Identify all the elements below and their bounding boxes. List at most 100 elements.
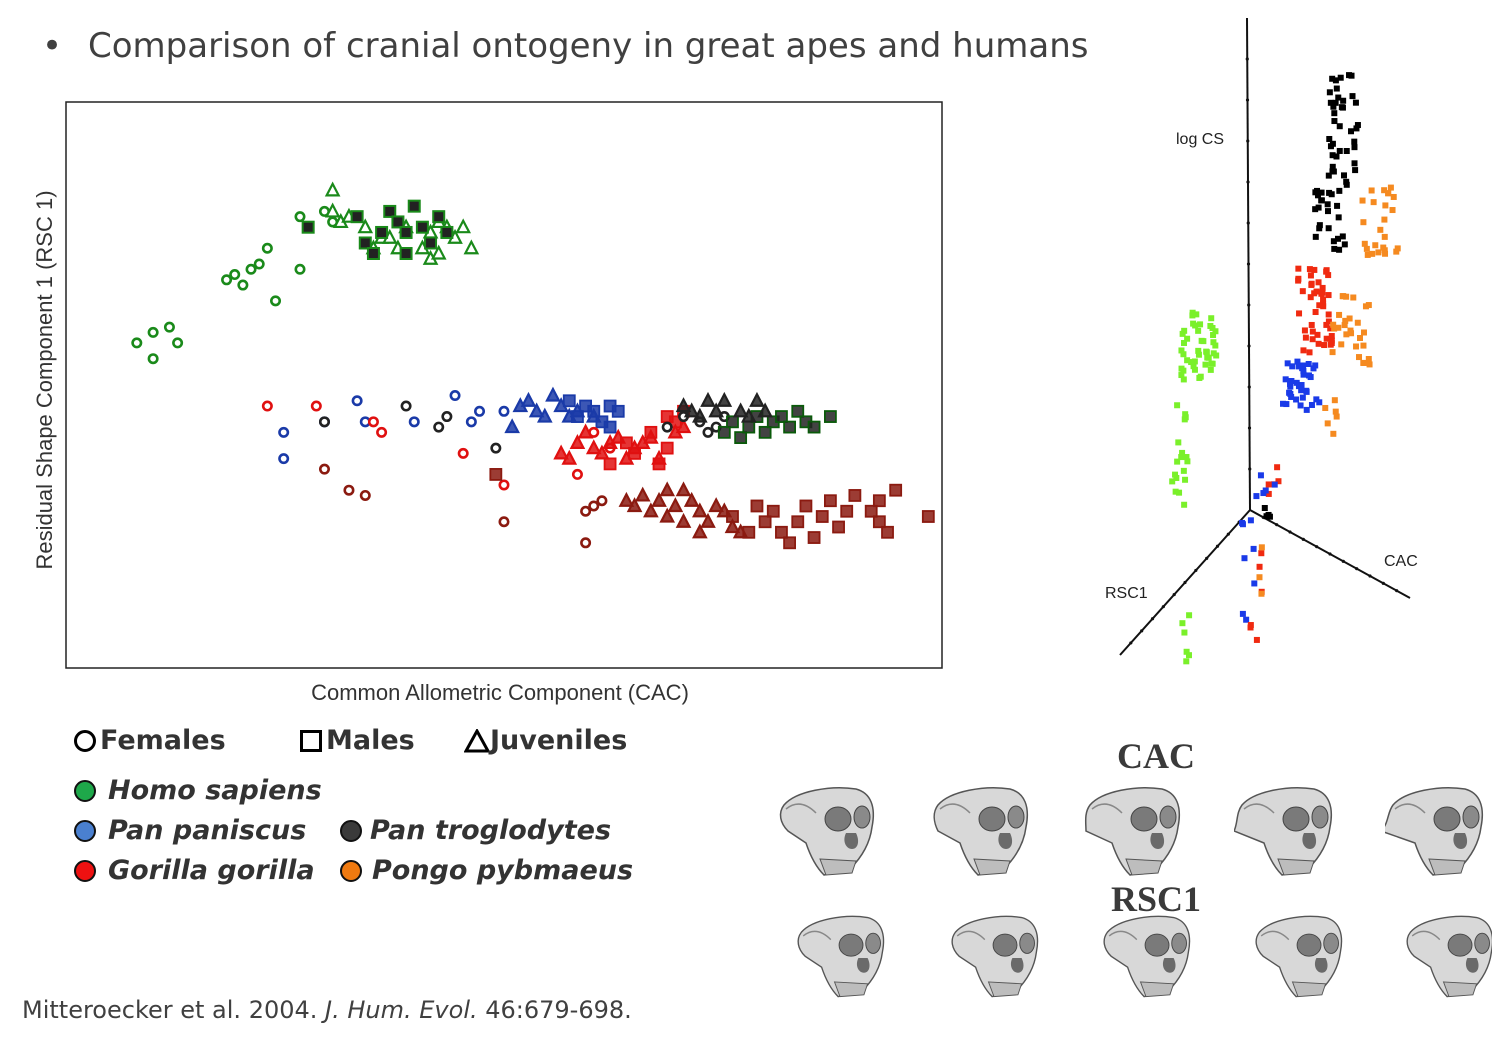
point-3d [1256, 574, 1263, 581]
point-female [449, 390, 461, 402]
point-juvenile [732, 402, 749, 418]
point-juvenile [643, 428, 659, 444]
point-juvenile [643, 502, 659, 518]
axis-label-cac: CAC [1384, 553, 1418, 570]
point-3d [1250, 545, 1257, 552]
point-3d [1339, 233, 1346, 240]
point-3d [1188, 359, 1195, 366]
point-male [921, 510, 935, 523]
point-female [359, 489, 371, 501]
point-3d [1243, 616, 1250, 623]
point-female [408, 416, 420, 428]
legend-pan-troglodytes-label: Pan troglodytes [370, 815, 612, 846]
point-3d [1319, 284, 1326, 291]
point-male [872, 515, 886, 529]
point-male [726, 415, 739, 429]
point-3d [1330, 168, 1337, 175]
point-3d [1293, 379, 1300, 386]
point-juvenile [651, 491, 667, 507]
point-female [294, 263, 306, 275]
point-3d [1316, 225, 1323, 232]
point-3d [1178, 454, 1185, 461]
axis-tick-3d [1368, 574, 1372, 578]
point-juvenile [716, 391, 733, 407]
axis-tick-3d [1246, 262, 1251, 266]
point-male [807, 420, 821, 434]
point-3d [1309, 336, 1316, 343]
citation: Mitteroecker et al. 2004. J. Hum. Evol. … [22, 996, 632, 1024]
axis-tick-3d [1183, 580, 1187, 585]
axis-tick-3d [1194, 568, 1198, 573]
axes-3d [1119, 17, 1411, 656]
point-female [596, 495, 608, 507]
legend-pan-paniscus: Pan paniscus [74, 815, 306, 846]
point-3d [1327, 341, 1334, 348]
point-juvenile [692, 523, 708, 539]
skull-render [1385, 787, 1484, 876]
point-3d [1365, 355, 1372, 362]
point-3d [1334, 202, 1341, 209]
point-3d [1332, 99, 1339, 106]
point-3d [1325, 225, 1332, 232]
point-female [351, 395, 363, 407]
point-juvenile [618, 449, 635, 465]
point-male [824, 494, 837, 508]
point-3d [1184, 357, 1191, 364]
point-3d [1340, 97, 1347, 104]
legend-males-label: Males [326, 725, 415, 756]
point-female [163, 321, 175, 333]
point-3d [1183, 454, 1190, 461]
slide-title-text: Comparison of cranial ontogeny in great … [88, 26, 1089, 66]
point-juvenile [708, 497, 724, 513]
point-3d [1212, 342, 1219, 349]
point-female [261, 400, 273, 412]
point-female [278, 453, 290, 465]
point-female [245, 263, 257, 275]
point-3d [1271, 481, 1278, 488]
point-3d [1306, 266, 1313, 273]
point-female [278, 426, 290, 438]
axis-tick-3d [1247, 344, 1251, 348]
point-3d [1337, 74, 1344, 81]
point-female [441, 411, 453, 423]
axis-label-rsc1: RSC1 [1105, 585, 1148, 602]
skull-render [1255, 915, 1343, 998]
point-male [717, 425, 731, 439]
square-icon [300, 729, 322, 752]
point-3d [1381, 216, 1388, 223]
axis-tick-3d [1246, 139, 1250, 143]
point-male [383, 204, 397, 218]
point-juvenile [716, 502, 733, 518]
point-3d [1183, 658, 1190, 665]
point-3d [1394, 245, 1401, 252]
point-male [407, 199, 421, 213]
skulls-cac-label: CAC [1117, 736, 1195, 776]
point-3d [1308, 401, 1315, 408]
point-3d [1251, 580, 1258, 587]
point-3d [1295, 265, 1302, 272]
point-female [253, 258, 265, 270]
point-3d [1202, 361, 1209, 368]
point-female [661, 421, 673, 433]
skull-render [1103, 915, 1191, 998]
point-3d [1296, 310, 1303, 317]
point-3d [1308, 321, 1315, 328]
point-3d [1307, 272, 1314, 279]
point-3d [1377, 226, 1384, 233]
point-3d [1343, 178, 1350, 185]
point-3d [1330, 430, 1337, 437]
point-3d [1176, 489, 1183, 496]
skull-render [797, 915, 885, 998]
gorilla-gorilla-dot-icon [74, 859, 96, 882]
point-juvenile [504, 418, 520, 434]
axis-label-logcs: log CS [1176, 131, 1224, 148]
citation-pages: 46:679-698. [477, 996, 632, 1024]
point-3d [1204, 354, 1211, 361]
point-female [237, 279, 249, 291]
point-male [415, 220, 429, 234]
axis-tick-3d [1247, 303, 1251, 307]
point-3d [1300, 368, 1307, 375]
citation-authors: Mitteroecker et al. 2004. [22, 996, 326, 1024]
skull-render [1084, 787, 1181, 876]
point-juvenile [667, 497, 684, 513]
